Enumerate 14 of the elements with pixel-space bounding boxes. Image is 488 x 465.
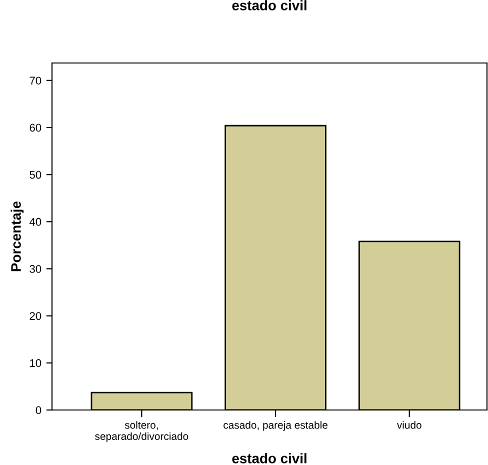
x-tick-label: soltero, separado/divorciado xyxy=(95,421,188,442)
y-tick-label: 70 xyxy=(30,76,42,85)
x-tick-label: viudo xyxy=(396,421,422,429)
y-tick-label: 30 xyxy=(30,265,42,273)
y-tick-label: 20 xyxy=(30,312,42,320)
x-axis-title: estado civil xyxy=(232,453,306,464)
y-tick-label: 60 xyxy=(30,124,42,132)
y-tick-label: 10 xyxy=(30,359,42,368)
y-tick-label: 40 xyxy=(29,218,42,226)
chart-title: estado civil xyxy=(232,0,306,10)
x-tick-label: casado, pareja estable xyxy=(224,421,328,431)
y-axis-title: Porcentaje xyxy=(10,201,24,272)
y-tick-label: 0 xyxy=(36,406,42,414)
y-tick-label: 50 xyxy=(30,170,42,179)
